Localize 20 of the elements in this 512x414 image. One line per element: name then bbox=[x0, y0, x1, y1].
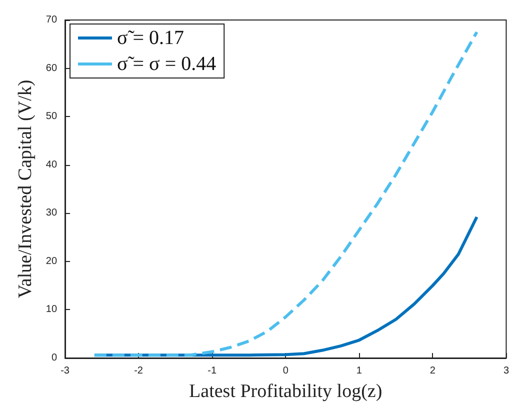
x-tick-label: 0 bbox=[282, 366, 289, 376]
x-tick-label: 1 bbox=[356, 366, 362, 376]
y-tick-label: 40 bbox=[46, 159, 58, 170]
legend-label: σ̃ = σ = 0.44 bbox=[117, 53, 216, 75]
y-tick-label: 0 bbox=[51, 352, 58, 364]
x-tick-label: 2 bbox=[430, 366, 436, 376]
x-tick-label: -2 bbox=[134, 366, 144, 376]
y-tick-label: 70 bbox=[46, 14, 58, 26]
y-tick-label: 50 bbox=[46, 111, 58, 122]
y-axis-title: Value/Invested Capital (V/k) bbox=[15, 80, 36, 298]
x-tick-label: 3 bbox=[503, 366, 510, 376]
y-tick-label: 30 bbox=[46, 208, 58, 219]
x-axis-title: Latest Profitability log(z) bbox=[189, 381, 382, 402]
x-tick-label: -1 bbox=[208, 366, 217, 376]
y-tick-label: 60 bbox=[46, 62, 58, 74]
y-tick-label: 10 bbox=[46, 304, 58, 316]
legend-label: σ̃ = 0.17 bbox=[117, 27, 184, 49]
y-tick-label: 20 bbox=[46, 256, 58, 267]
line-series bbox=[92, 30, 478, 357]
x-tick-label: -3 bbox=[60, 366, 70, 376]
